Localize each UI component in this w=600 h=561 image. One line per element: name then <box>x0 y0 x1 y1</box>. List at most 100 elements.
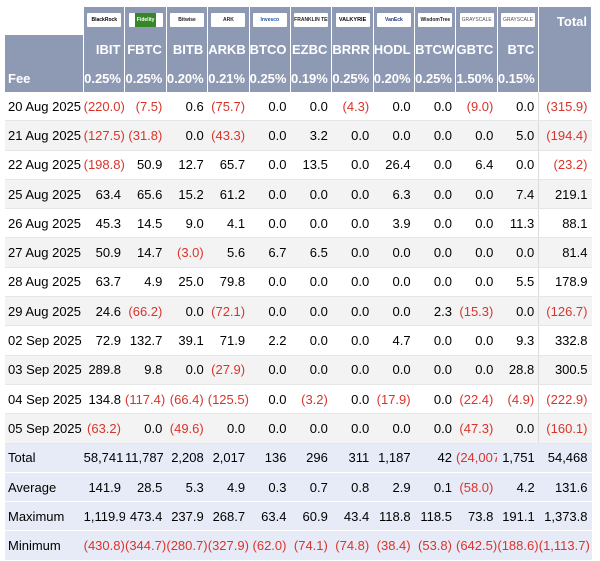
summary-label: Total <box>5 443 84 473</box>
flow-cell: 9.8 <box>124 355 167 385</box>
row-date: 03 Sep 2025 <box>5 355 84 385</box>
flow-cell: 3.2 <box>290 120 332 151</box>
flow-cell: 0.0 <box>249 208 291 239</box>
flow-cell: 0.0 <box>249 179 291 210</box>
summary-cell: 2,017 <box>207 443 250 473</box>
flow-cell: 0.0 <box>331 325 374 356</box>
row-date: 04 Sep 2025 <box>5 384 84 415</box>
flow-cell: 14.7 <box>124 237 167 268</box>
flow-cell: (125.5) <box>207 384 250 415</box>
summary-cell: 1,751 <box>497 443 539 473</box>
flow-cell: (27.9) <box>207 355 250 385</box>
table-row: 02 Sep 2025 72.9 132.7 39.1 71.9 2.2 0.0 0.0 4.7… <box>5 325 592 356</box>
flow-cell: 11.3 <box>497 208 539 239</box>
ticker-corner-cell <box>5 35 85 64</box>
row-date: 02 Sep 2025 <box>5 325 84 356</box>
issuer-logo-cell: GRAYSCALE <box>497 7 540 35</box>
summary-cell: 73.8 <box>455 501 498 532</box>
flow-cell: 6.7 <box>249 237 291 268</box>
ticker-header-ezbc: EZBC <box>290 35 333 64</box>
fee-cell-fbtc: 0.25% <box>124 64 167 92</box>
flow-cell: 0.0 <box>290 325 332 356</box>
flow-cell: 289.8 <box>83 355 125 385</box>
flow-cell: 45.3 <box>83 208 125 239</box>
row-total: 88.1 <box>538 208 592 239</box>
table-row: 05 Sep 2025 (63.2) 0.0 (49.6) 0.0 0.0 0.0 0.0 0.… <box>5 413 592 444</box>
fee-cell-ibit: 0.25% <box>83 64 126 92</box>
issuer-logo-ezbc: FRANKLIN TEMPLETON <box>294 12 329 27</box>
flow-cell: 3.9 <box>373 208 415 239</box>
row-date: 22 Aug 2025 <box>5 150 84 180</box>
row-date: 29 Aug 2025 <box>5 296 84 327</box>
flow-cell: 0.0 <box>497 296 539 327</box>
table-row: 20 Aug 2025 (220.0) (7.5) 0.6 (75.7) 0.0 0.0 (4… <box>5 92 592 122</box>
flow-cell: (75.7) <box>207 92 250 122</box>
flow-cell: 4.7 <box>373 325 415 356</box>
flow-cell: 0.0 <box>414 150 456 180</box>
ticker-total-blank <box>538 35 592 64</box>
flow-cell: 0.0 <box>331 355 374 385</box>
issuer-logo-cell: Fidelity <box>124 7 167 35</box>
summary-cell: 11,787 <box>124 443 167 473</box>
flow-cell: 0.0 <box>414 179 456 210</box>
summary-cell: (24,007) <box>455 443 498 473</box>
summary-cell: 118.8 <box>373 501 415 532</box>
flow-cell: 0.0 <box>249 267 291 298</box>
ticker-header-btc: BTC <box>497 35 540 64</box>
row-total: (160.1) <box>538 413 592 444</box>
fee-total-blank <box>538 64 592 92</box>
flow-cell: (117.4) <box>124 384 167 415</box>
issuer-logo-brrr: VALKYRIE <box>335 12 370 27</box>
fee-cell-gbtc: 1.50% <box>455 64 498 92</box>
issuer-logo-arkb: ARK <box>211 12 246 27</box>
flow-cell: 0.0 <box>455 208 498 239</box>
flow-cell: 12.7 <box>166 150 208 180</box>
flow-cell: 4.9 <box>124 267 167 298</box>
summary-total: 54,468 <box>538 443 592 473</box>
issuer-logo-cell: FRANKLIN TEMPLETON <box>290 7 333 35</box>
flow-cell: 0.0 <box>373 267 415 298</box>
flow-cell: 39.1 <box>166 325 208 356</box>
flow-cell: 2.2 <box>249 325 291 356</box>
flow-cell: 0.0 <box>455 179 498 210</box>
flow-cell: 0.0 <box>249 413 291 444</box>
flow-cell: 24.6 <box>83 296 125 327</box>
ticker-header-hodl: HODL <box>373 35 416 64</box>
flow-cell: (66.4) <box>166 384 208 415</box>
summary-cell: 43.4 <box>331 501 374 532</box>
flow-cell: 132.7 <box>124 325 167 356</box>
table-row: 25 Aug 2025 63.4 65.6 15.2 61.2 0.0 0.0 0.0 6.3 0… <box>5 179 592 210</box>
fee-cell-ezbc: 0.19% <box>290 64 333 92</box>
ticker-header-btco: BTCO <box>249 35 291 64</box>
ticker-header-arkb: ARKB <box>207 35 250 64</box>
flow-cell: 0.0 <box>497 237 539 268</box>
flow-cell: 65.6 <box>124 179 167 210</box>
flow-cell: (7.5) <box>124 92 167 122</box>
flow-cell: (49.6) <box>166 413 208 444</box>
flow-cell: 0.0 <box>166 120 208 151</box>
fee-cell-bitb: 0.20% <box>166 64 209 92</box>
ticker-header-gbtc: GBTC <box>455 35 498 64</box>
flow-cell: 0.0 <box>249 355 291 385</box>
summary-row: Maximum 1,119.9 473.4 237.9 268.7 63.4 60.9 43.… <box>5 501 592 532</box>
row-date: 27 Aug 2025 <box>5 237 84 268</box>
flow-cell: 0.0 <box>331 150 374 180</box>
flow-cell: 0.0 <box>373 237 415 268</box>
flow-cell: 0.0 <box>249 120 291 151</box>
flow-cell: 0.0 <box>249 150 291 180</box>
summary-cell: 1,119.9 <box>83 501 125 532</box>
etf-flow-table-container: BlackRock Fidelity Bitwise ARK Invesco FRANKL… <box>5 7 592 561</box>
flow-cell: 0.0 <box>455 355 498 385</box>
flow-cell: 0.0 <box>497 92 539 122</box>
flow-cell: (4.3) <box>331 92 374 122</box>
summary-cell: 191.1 <box>497 501 539 532</box>
flow-cell: (198.8) <box>83 150 125 180</box>
row-date: 05 Sep 2025 <box>5 413 84 444</box>
flow-cell: 26.4 <box>373 150 415 180</box>
summary-total: 1,373.8 <box>538 501 592 532</box>
summary-label: Average <box>5 472 84 503</box>
flow-cell: 5.5 <box>497 267 539 298</box>
row-date: 28 Aug 2025 <box>5 267 84 298</box>
flow-cell: 0.0 <box>414 413 456 444</box>
ticker-header-fbtc: FBTC <box>124 35 167 64</box>
